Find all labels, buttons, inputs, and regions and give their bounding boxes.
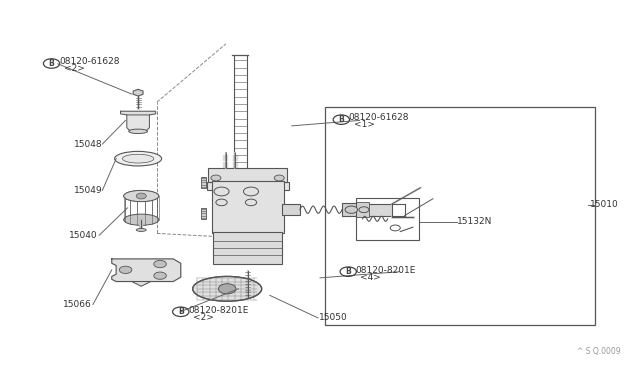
- Bar: [207, 182, 289, 190]
- Text: <1>: <1>: [354, 120, 375, 129]
- Polygon shape: [112, 259, 180, 282]
- Text: 15050: 15050: [319, 314, 348, 323]
- Text: 08120-61628: 08120-61628: [349, 113, 410, 122]
- Text: <2>: <2>: [193, 313, 214, 322]
- Circle shape: [136, 193, 147, 199]
- Bar: [212, 180, 284, 233]
- Bar: [213, 231, 282, 264]
- Polygon shape: [127, 115, 149, 131]
- Text: 15049: 15049: [74, 186, 102, 195]
- Text: 08120-61628: 08120-61628: [60, 57, 120, 66]
- Text: B: B: [339, 115, 344, 124]
- Bar: [342, 203, 358, 216]
- Ellipse shape: [193, 276, 262, 301]
- Bar: [201, 177, 206, 188]
- Text: B: B: [178, 307, 184, 316]
- Bar: [282, 204, 300, 215]
- Circle shape: [218, 284, 236, 294]
- Circle shape: [274, 175, 284, 181]
- Bar: [356, 198, 419, 240]
- Ellipse shape: [136, 228, 147, 231]
- Polygon shape: [132, 282, 150, 286]
- Bar: [325, 106, 595, 325]
- Bar: [358, 204, 392, 215]
- Circle shape: [154, 272, 166, 279]
- Ellipse shape: [124, 190, 159, 202]
- Text: <4>: <4>: [360, 273, 381, 282]
- Text: ^ S Q.0009: ^ S Q.0009: [577, 347, 621, 356]
- Text: 15066: 15066: [63, 300, 92, 309]
- Text: 15132N: 15132N: [457, 217, 492, 226]
- Text: B: B: [346, 267, 351, 276]
- Bar: [356, 202, 369, 217]
- Polygon shape: [120, 111, 156, 115]
- Text: <2>: <2>: [64, 64, 85, 73]
- Circle shape: [345, 206, 358, 214]
- Ellipse shape: [122, 154, 154, 163]
- Text: B: B: [49, 59, 54, 68]
- Circle shape: [154, 260, 166, 268]
- Text: 15048: 15048: [74, 140, 102, 148]
- Bar: [209, 168, 287, 182]
- Text: 15010: 15010: [589, 201, 618, 209]
- Bar: [201, 208, 206, 219]
- Ellipse shape: [115, 151, 162, 166]
- Ellipse shape: [129, 129, 148, 134]
- Text: 15040: 15040: [69, 231, 98, 240]
- Text: 08120-8201E: 08120-8201E: [188, 306, 249, 315]
- Text: 08120-8201E: 08120-8201E: [356, 266, 416, 275]
- Ellipse shape: [124, 214, 159, 225]
- Circle shape: [211, 175, 221, 181]
- Circle shape: [119, 266, 132, 273]
- Polygon shape: [133, 89, 143, 96]
